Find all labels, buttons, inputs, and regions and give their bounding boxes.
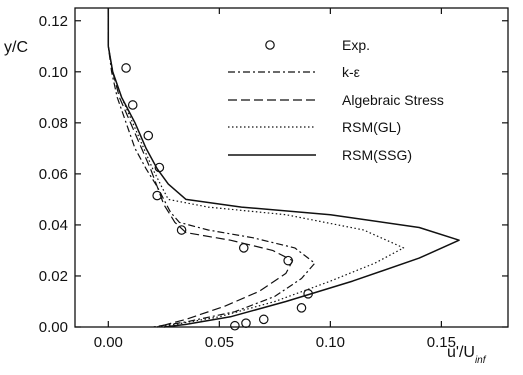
series-line-k [107,8,316,328]
exp-point [176,225,187,235]
x-axis-title-sub: inf [475,355,487,366]
legend-label: RSM(GL) [342,119,401,135]
legend-label: RSM(SSG) [342,147,412,163]
y-axis-title: y/C [4,39,28,56]
x-axis-title-main: u'/U [447,344,475,361]
exp-point [296,303,307,313]
exp-point [258,314,269,325]
plot-frame [74,7,509,328]
exp-point [238,243,249,253]
legend: Exp. k-ε Algebraic Stress RSM(GL) RSM(SSG) [228,37,444,163]
legend-label: Exp. [342,37,370,53]
y-tick-label: 0.10 [39,64,68,81]
exp-point [127,100,138,110]
exp-point [121,63,131,73]
data-series [107,8,460,331]
x-axis-title: u'/Uinf [447,344,487,366]
legend-label: Algebraic Stress [342,92,444,108]
y-tick-label: 0.06 [39,166,68,183]
x-tick-label: 0.00 [94,334,123,351]
exp-point [241,318,251,328]
y-tick-label: 0.04 [39,217,68,234]
legend-label: k-ε [342,64,360,80]
y-tick-label: 0.08 [39,115,68,132]
legend-marker [265,40,275,50]
axis-ticks [75,8,508,328]
series-line-algebraic-stress [107,8,294,328]
exp-point [230,320,240,331]
series-line-rsm-ssg [107,8,460,328]
y-tick-label: 0.02 [39,268,68,285]
y-tick-label: 0.00 [39,319,68,336]
axis-tick-labels: 0.00 0.05 0.10 0.15 0.00 0.02 0.04 0.06 0.08 0.10… [39,13,456,351]
x-tick-label: 0.05 [205,334,234,351]
x-tick-label: 0.15 [427,334,456,351]
exp-point [143,130,154,141]
y-tick-label: 0.12 [39,13,68,30]
series-line-rsm-gl [107,8,405,328]
x-tick-label: 0.10 [316,334,345,351]
